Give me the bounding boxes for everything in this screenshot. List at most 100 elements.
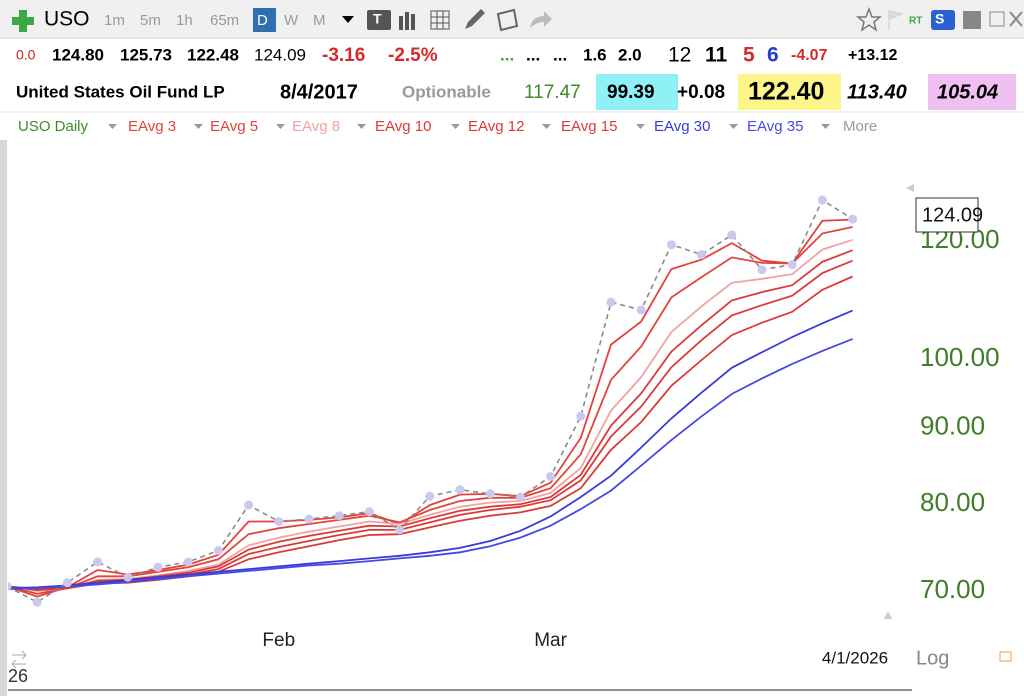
price-dot xyxy=(334,511,344,521)
info-field: 99.39 xyxy=(607,82,655,103)
scroll-top-arrow[interactable] xyxy=(906,184,914,192)
price-dot xyxy=(697,250,707,260)
highlight-pink xyxy=(928,74,1016,110)
s-button[interactable]: S xyxy=(931,10,955,30)
quote-field: 0.0 xyxy=(16,47,36,63)
ema-line xyxy=(8,338,853,590)
price-dot xyxy=(455,485,465,495)
legend-dropdown[interactable] xyxy=(451,124,460,129)
legend-dropdown[interactable] xyxy=(821,124,830,129)
star-icon[interactable] xyxy=(855,6,883,32)
pan-icon[interactable] xyxy=(11,650,27,669)
price-dot xyxy=(304,514,314,524)
timeframe-dropdown[interactable] xyxy=(342,16,354,23)
price-dot xyxy=(8,581,12,591)
info-field: 8/4/2017 xyxy=(280,81,358,103)
legend-entry[interactable]: EAvg 10 xyxy=(375,118,431,135)
price-dot xyxy=(364,507,374,517)
price-dot xyxy=(93,557,103,567)
timeframe[interactable]: D xyxy=(257,12,268,29)
quote-field: 11 xyxy=(705,44,728,67)
symbol[interactable]: USO xyxy=(44,8,90,31)
toolbar xyxy=(0,0,1024,38)
add-button[interactable] xyxy=(12,10,34,32)
price-dot xyxy=(606,297,616,307)
price-dot xyxy=(123,572,133,582)
timeframe[interactable]: 1h xyxy=(176,12,193,29)
price-dot xyxy=(425,491,435,501)
quote-field: 122.48 xyxy=(187,45,239,64)
scale-toggle[interactable]: Log xyxy=(916,647,949,669)
legend-entry[interactable]: EAvg 12 xyxy=(468,118,524,135)
timeframe[interactable]: M xyxy=(313,12,326,29)
chart-type-label: T xyxy=(373,11,382,27)
highlight-cyan xyxy=(596,74,678,110)
share-icon[interactable] xyxy=(530,11,552,28)
last-price-box xyxy=(915,197,979,233)
info-field: 113.40 xyxy=(847,81,907,103)
legend-dropdown[interactable] xyxy=(729,124,738,129)
price-dot xyxy=(666,240,676,250)
price-dot xyxy=(757,265,767,275)
quote-field: 125.73 xyxy=(120,45,172,64)
y-tick-label: 80.00 xyxy=(920,487,985,517)
save-icon[interactable] xyxy=(963,11,981,29)
bar-icon[interactable] xyxy=(399,12,415,30)
close-icon[interactable] xyxy=(1009,11,1023,27)
date-label: 4/1/2026 xyxy=(822,648,888,667)
ema-line xyxy=(8,275,853,591)
timeframe[interactable]: W xyxy=(284,12,299,29)
price-dot xyxy=(153,562,163,572)
ema-line xyxy=(8,309,853,590)
y-tick-label: 90.00 xyxy=(920,411,985,441)
price-dot xyxy=(576,411,586,421)
price-dot xyxy=(274,517,284,527)
price-dot xyxy=(395,525,405,535)
quote-field: -3.16 xyxy=(322,45,365,66)
legend-entry[interactable]: EAvg 3 xyxy=(128,118,176,135)
note-icon[interactable] xyxy=(496,8,519,32)
legend-dropdown[interactable] xyxy=(108,124,117,129)
info-field: 122.40 xyxy=(748,78,824,106)
quote-field: 12 xyxy=(668,44,691,67)
legend-more[interactable]: More xyxy=(843,118,877,135)
legend-dropdown[interactable] xyxy=(276,124,285,129)
price-dot xyxy=(515,492,525,502)
price-dot xyxy=(32,597,42,607)
legend-dropdown[interactable] xyxy=(194,124,203,129)
s-label: S xyxy=(935,11,944,27)
ema-line xyxy=(8,226,853,595)
window-icon[interactable] xyxy=(989,11,1005,27)
legend-entry[interactable]: EAvg 5 xyxy=(210,118,258,135)
timeframe[interactable]: 1m xyxy=(104,12,125,29)
timeframe[interactable]: 5m xyxy=(140,12,161,29)
legend-entry[interactable]: EAvg 15 xyxy=(561,118,617,135)
left-edge xyxy=(0,140,7,696)
legend-entry[interactable]: EAvg 35 xyxy=(747,118,803,135)
chart-type-button[interactable]: T xyxy=(367,10,391,30)
info-field: 105.04 xyxy=(937,81,998,103)
legend-entry[interactable]: EAvg 30 xyxy=(654,118,710,135)
legend-dropdown[interactable] xyxy=(357,124,366,129)
quote-field: ... xyxy=(526,45,540,64)
draw-icon[interactable] xyxy=(465,9,485,29)
legend-entry[interactable]: EAvg 8 xyxy=(292,118,340,135)
quote-field: 124.80 xyxy=(52,45,104,64)
legend-entry[interactable]: USO Daily xyxy=(18,118,89,135)
scroll-bottom-arrow[interactable] xyxy=(884,611,892,619)
flag-icon[interactable] xyxy=(888,10,904,30)
price-dot xyxy=(244,500,254,510)
price-dot xyxy=(546,471,556,481)
legend-dropdown[interactable] xyxy=(542,124,551,129)
quote-field: -2.5% xyxy=(388,45,438,66)
rt-badge[interactable]: RT xyxy=(909,16,922,27)
timeframe[interactable]: 65m xyxy=(210,12,239,29)
grid-icon[interactable] xyxy=(430,10,450,30)
price-dot xyxy=(213,546,223,556)
highlight-yellow xyxy=(738,74,841,110)
last-price: 124.09 xyxy=(922,204,983,226)
info-field: 117.47 xyxy=(524,82,581,103)
scale-icon[interactable] xyxy=(999,651,1012,662)
legend-dropdown[interactable] xyxy=(636,124,645,129)
